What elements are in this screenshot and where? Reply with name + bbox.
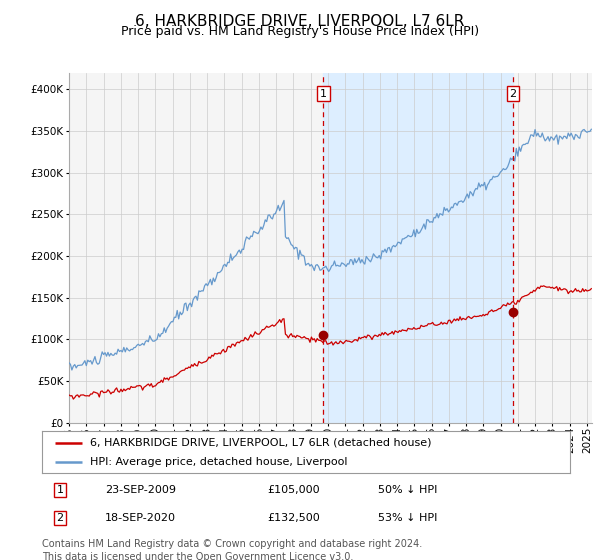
Text: £105,000: £105,000 xyxy=(267,485,320,495)
Text: 1: 1 xyxy=(56,485,64,495)
Text: 2: 2 xyxy=(56,513,64,523)
Text: 1: 1 xyxy=(320,88,327,99)
Text: £132,500: £132,500 xyxy=(267,513,320,523)
Bar xyxy=(323,73,513,423)
Text: 18-SEP-2020: 18-SEP-2020 xyxy=(105,513,176,523)
Text: Price paid vs. HM Land Registry's House Price Index (HPI): Price paid vs. HM Land Registry's House … xyxy=(121,25,479,38)
Text: 6, HARKBRIDGE DRIVE, LIVERPOOL, L7 6LR: 6, HARKBRIDGE DRIVE, LIVERPOOL, L7 6LR xyxy=(136,14,464,29)
Text: HPI: Average price, detached house, Liverpool: HPI: Average price, detached house, Live… xyxy=(89,457,347,467)
Text: Contains HM Land Registry data © Crown copyright and database right 2024.
This d: Contains HM Land Registry data © Crown c… xyxy=(42,539,422,560)
Text: 50% ↓ HPI: 50% ↓ HPI xyxy=(378,485,437,495)
Text: 23-SEP-2009: 23-SEP-2009 xyxy=(105,485,176,495)
Text: 2: 2 xyxy=(509,88,517,99)
Text: 53% ↓ HPI: 53% ↓ HPI xyxy=(378,513,437,523)
Text: 6, HARKBRIDGE DRIVE, LIVERPOOL, L7 6LR (detached house): 6, HARKBRIDGE DRIVE, LIVERPOOL, L7 6LR (… xyxy=(89,437,431,447)
